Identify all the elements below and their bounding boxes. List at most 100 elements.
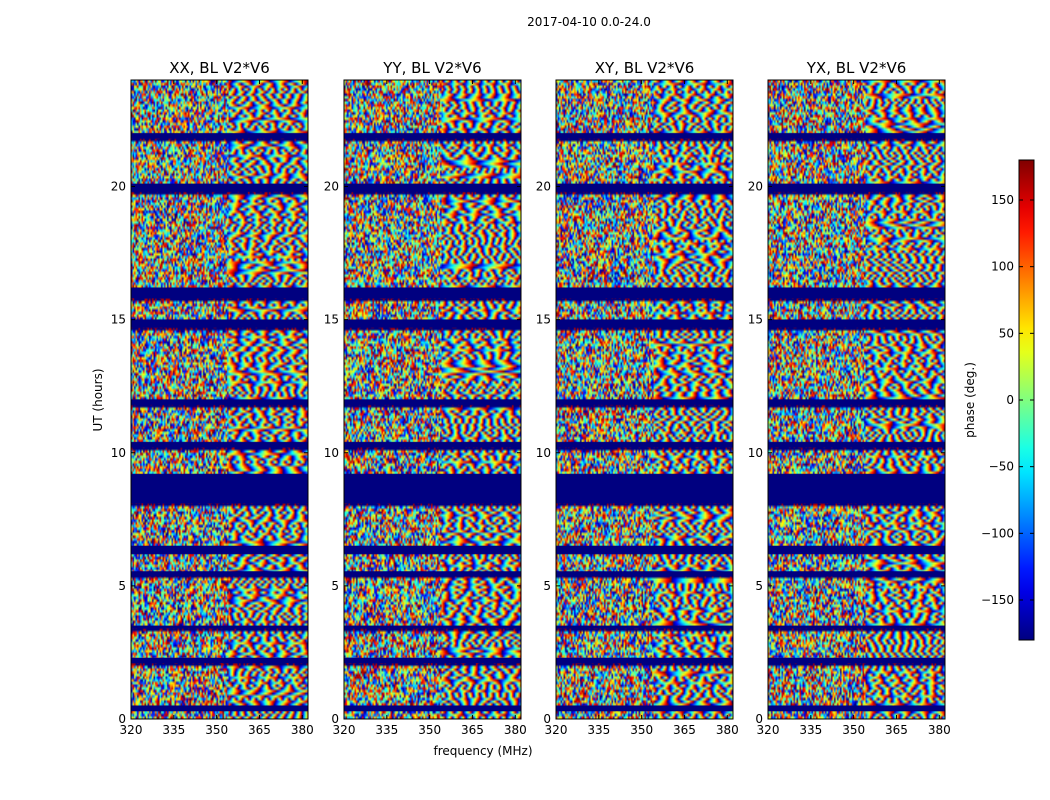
panel-4: YX, BL V2*V6 320 335 350 365 380 0 5 10 15 20 [748, 59, 951, 737]
blank-band [556, 657, 733, 664]
y-tick-label: 10 [111, 446, 126, 460]
blank-band [768, 545, 945, 554]
blank-band [768, 705, 945, 712]
x-tick-label: 335 [799, 723, 822, 737]
panel-frame [130, 79, 309, 720]
blank-band [556, 287, 733, 299]
y-tick-label: 10 [536, 446, 551, 460]
y-tick-label: 15 [748, 313, 763, 327]
y-tick-label: 5 [331, 579, 339, 593]
colorbar-tick-label: 50 [999, 326, 1014, 340]
y-tick-label: 0 [755, 712, 763, 726]
blank-band [344, 319, 521, 328]
blank-band [131, 705, 308, 712]
panel-4-title: YX, BL V2*V6 [806, 59, 907, 77]
blank-band [556, 133, 733, 139]
y-tick-label: 10 [748, 446, 763, 460]
blank-band [131, 287, 308, 299]
blank-band [556, 442, 733, 448]
y-tick-label: 15 [111, 313, 126, 327]
blank-band [556, 705, 733, 712]
blank-band [131, 442, 308, 448]
blank-band [344, 287, 521, 299]
blank-band [768, 133, 945, 139]
x-tick-label: 320 [757, 723, 780, 737]
y-tick-label: 0 [118, 712, 126, 726]
y-tick-label: 5 [543, 579, 551, 593]
colorbar-tick-label: −50 [989, 460, 1014, 474]
blank-band [344, 399, 521, 405]
panel-frame [343, 79, 522, 720]
blank-band [768, 183, 945, 192]
x-tick-label: 380 [716, 723, 739, 737]
x-tick-label: 365 [248, 723, 271, 737]
y-tick-label: 5 [755, 579, 763, 593]
blank-band [768, 571, 945, 577]
blank-band [556, 571, 733, 577]
blank-band [768, 442, 945, 448]
x-tick-label: 335 [375, 723, 398, 737]
blank-band [768, 319, 945, 328]
x-tick-label: 380 [291, 723, 314, 737]
y-tick-label: 20 [324, 180, 339, 194]
x-tick-label: 350 [630, 723, 653, 737]
panel-1-title: XX, BL V2*V6 [169, 59, 270, 77]
y-tick-label: 20 [111, 180, 126, 194]
panel-3: XY, BL V2*V6 320 335 350 365 380 0 5 10 15 20 [536, 59, 739, 737]
y-tick-label: 0 [331, 712, 339, 726]
y-tick-label: 5 [118, 579, 126, 593]
blank-band [768, 287, 945, 299]
panels: XX, BL V2*V6 320 335 350 365 380 0 5 10 15 20 YY, B… [111, 59, 951, 737]
blank-band [344, 183, 521, 192]
y-axis-label: UT (hours) [91, 368, 105, 431]
x-tick-label: 320 [333, 723, 356, 737]
colorbar: −150 −100 −50 0 50 100 150 [981, 159, 1035, 641]
x-axis-label: frequency (MHz) [433, 744, 532, 758]
blank-band [131, 545, 308, 554]
x-tick-label: 380 [504, 723, 527, 737]
blank-band [556, 183, 733, 192]
x-tick-label: 365 [885, 723, 908, 737]
y-tick-label: 0 [543, 712, 551, 726]
blank-band [556, 545, 733, 554]
panel-2: YY, BL V2*V6 320 335 350 365 380 0 5 10 15 20 [324, 59, 527, 737]
colorbar-tick-label: 150 [991, 193, 1014, 207]
colorbar-tick-label: 100 [991, 260, 1014, 274]
blank-band [556, 319, 733, 328]
panel-frame [555, 79, 734, 720]
x-tick-label: 350 [205, 723, 228, 737]
blank-band [131, 399, 308, 405]
x-tick-label: 365 [461, 723, 484, 737]
blank-band [131, 133, 308, 139]
blank-band [344, 442, 521, 448]
blank-band [344, 657, 521, 664]
x-tick-label: 320 [120, 723, 143, 737]
blank-band [131, 183, 308, 192]
blank-band [344, 625, 521, 629]
blank-band [344, 133, 521, 139]
panel-2-title: YY, BL V2*V6 [382, 59, 481, 77]
x-tick-label: 365 [673, 723, 696, 737]
blank-band [131, 319, 308, 328]
blank-band [344, 705, 521, 712]
blank-band [768, 657, 945, 664]
blank-band [131, 625, 308, 629]
panel-1: XX, BL V2*V6 320 335 350 365 380 0 5 10 15 20 [111, 59, 314, 737]
y-tick-label: 20 [536, 180, 551, 194]
blank-band [556, 474, 733, 504]
colorbar-tick-label: −100 [981, 526, 1014, 540]
colorbar-tick-label: −150 [981, 593, 1014, 607]
blank-band [344, 545, 521, 554]
blank-band [556, 399, 733, 405]
panel-frame [767, 79, 946, 720]
panel-3-title: XY, BL V2*V6 [595, 59, 695, 77]
blank-band [344, 474, 521, 504]
blank-band [131, 474, 308, 504]
blank-band [131, 571, 308, 577]
blank-band [131, 657, 308, 664]
x-tick-label: 380 [928, 723, 951, 737]
x-tick-label: 350 [418, 723, 441, 737]
x-tick-label: 335 [587, 723, 610, 737]
y-tick-label: 20 [748, 180, 763, 194]
